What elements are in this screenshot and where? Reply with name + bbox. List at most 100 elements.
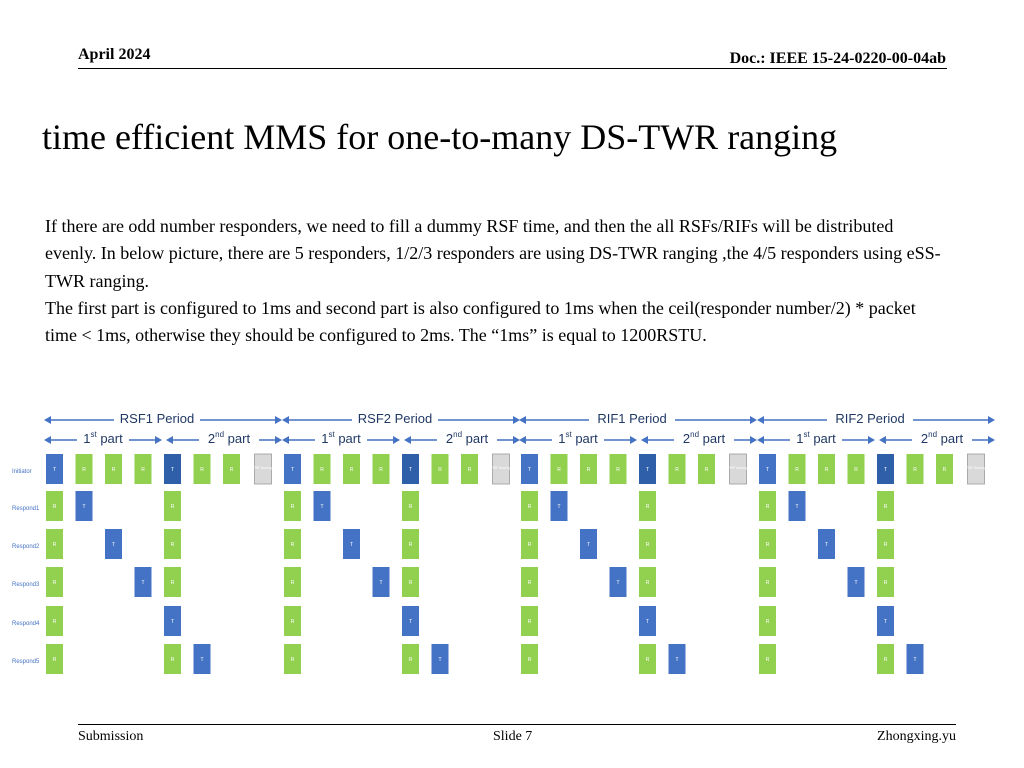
period-label-bg-4 — [827, 410, 913, 426]
resp4-rx1-3 — [521, 606, 538, 636]
resp1-rx1-text-2: R — [291, 504, 295, 510]
part2-label-bg-4 — [912, 428, 972, 444]
resp5-rx2-4 — [877, 644, 894, 674]
initiator-slot-3-6 — [668, 454, 686, 484]
initiator-slot-text-3-6: R — [675, 467, 679, 473]
part1-label-3: 1st part — [558, 430, 598, 446]
resp4-tx-text-3: T — [646, 619, 649, 625]
resp2-rx2-1 — [164, 529, 181, 559]
initiator-slot-2-5 — [402, 454, 419, 484]
part1-label-bg-4 — [790, 428, 842, 444]
period-arrow-1-right-head — [275, 416, 282, 424]
initiator-slot-3-4 — [609, 454, 627, 484]
period-label-3: RIF1 Period — [597, 411, 666, 426]
period-label-bg-3 — [589, 410, 675, 426]
initiator-slot-4-4 — [847, 454, 865, 484]
initiator-slot-text-1-4: R — [141, 467, 145, 473]
resp1-rx1-4 — [759, 491, 776, 521]
initiator-slot-4-5 — [877, 454, 894, 484]
resp5-tx-1 — [193, 644, 211, 674]
initiator-slot-text-3-3: R — [587, 467, 591, 473]
resp1-tx-3 — [550, 491, 568, 521]
initiator-slot-2-2 — [313, 454, 331, 484]
period-arrow-2-left-head — [282, 416, 289, 424]
resp1-rx2-text-3: R — [646, 504, 650, 510]
resp1-tx-text-2: T — [320, 504, 323, 510]
resp4-tx-1 — [164, 606, 181, 636]
resp3-rx2-3 — [639, 567, 656, 597]
initiator-slot-text-1-6: R — [200, 467, 204, 473]
resp3-rx1-text-1: R — [53, 580, 57, 586]
part2-arrow-4-left-head — [879, 436, 886, 444]
resp1-rx1-text-1: R — [53, 504, 57, 510]
resp5-rx2-text-3: R — [646, 657, 650, 663]
initiator-slot-text-2-1: T — [291, 467, 294, 473]
period-label-4: RIF2 Period — [835, 411, 904, 426]
resp2-rx1-3 — [521, 529, 538, 559]
initiator-slot-1-4 — [134, 454, 152, 484]
resp3-tx-4 — [847, 567, 865, 597]
period-arrow-3-right-head — [750, 416, 757, 424]
slide-body: If there are odd number responders, we n… — [45, 213, 945, 349]
resp2-tx-1 — [105, 529, 122, 559]
dummy-slot-text-3: RSF dummy — [728, 466, 748, 470]
resp2-tx-3 — [580, 529, 597, 559]
initiator-slot-2-3 — [343, 454, 360, 484]
resp2-tx-2 — [343, 529, 360, 559]
resp5-rx2-text-1: R — [171, 657, 175, 663]
period-label-2: RSF2 Period — [358, 411, 432, 426]
resp3-rx1-3 — [521, 567, 538, 597]
resp3-tx-text-1: T — [141, 580, 144, 586]
resp2-tx-text-3: T — [587, 542, 590, 548]
period-arrow-2-right-head — [513, 416, 520, 424]
body-paragraph-2: The first part is configured to 1ms and … — [45, 297, 916, 346]
resp2-rx1-text-4: R — [766, 542, 770, 548]
resp4-rx1-text-1: R — [53, 619, 57, 625]
resp5-tx-text-2: T — [438, 657, 441, 663]
initiator-slot-4-1 — [759, 454, 776, 484]
initiator-slot-3-2 — [550, 454, 568, 484]
resp2-rx1-text-2: R — [291, 542, 295, 548]
initiator-slot-text-4-1: T — [766, 467, 769, 473]
initiator-slot-text-2-7: R — [468, 467, 472, 473]
resp5-rx2-2 — [402, 644, 419, 674]
initiator-slot-text-4-3: R — [825, 467, 829, 473]
resp2-rx2-3 — [639, 529, 656, 559]
resp5-rx2-3 — [639, 644, 656, 674]
part2-arrow-1-right-head — [275, 436, 282, 444]
resp1-rx2-4 — [877, 491, 894, 521]
resp2-rx2-text-1: R — [171, 542, 175, 548]
footer-divider — [78, 724, 956, 725]
dummy-slot-text-4: RSF dummy — [966, 466, 986, 470]
part1-arrow-2-left-head — [282, 436, 289, 444]
resp4-tx-text-1: T — [171, 619, 174, 625]
resp4-tx-text-4: T — [884, 619, 887, 625]
resp2-rx1-text-3: R — [528, 542, 532, 548]
resp2-tx-text-4: T — [825, 542, 828, 548]
initiator-slot-text-1-5: T — [171, 467, 174, 473]
resp3-rx1-text-3: R — [528, 580, 532, 586]
part2-label-2: 2nd part — [446, 430, 489, 446]
row-label-initiator: Initiator — [12, 469, 32, 475]
dummy-slot-text-2: RSF dummy — [491, 466, 511, 470]
part1-arrow-4-right-head — [868, 436, 875, 444]
resp1-tx-text-1: T — [82, 504, 85, 510]
resp1-rx1-text-3: R — [528, 504, 532, 510]
part2-label-bg-1 — [199, 428, 259, 444]
resp4-tx-4 — [877, 606, 894, 636]
initiator-slot-1-1 — [46, 454, 63, 484]
resp1-rx2-3 — [639, 491, 656, 521]
part1-label-4: 1st part — [796, 430, 836, 446]
initiator-slot-text-2-4: R — [379, 467, 383, 473]
resp3-rx2-text-1: R — [171, 580, 175, 586]
resp1-rx2-text-2: R — [409, 504, 413, 510]
resp3-rx2-text-3: R — [646, 580, 650, 586]
dummy-slot-4 — [967, 453, 985, 485]
resp5-rx1-3 — [521, 644, 538, 674]
resp2-tx-4 — [818, 529, 835, 559]
resp1-rx2-2 — [402, 491, 419, 521]
resp3-rx2-1 — [164, 567, 181, 597]
initiator-slot-text-3-4: R — [616, 467, 620, 473]
period-label-bg-1 — [114, 410, 200, 426]
resp5-rx1-text-1: R — [53, 657, 57, 663]
